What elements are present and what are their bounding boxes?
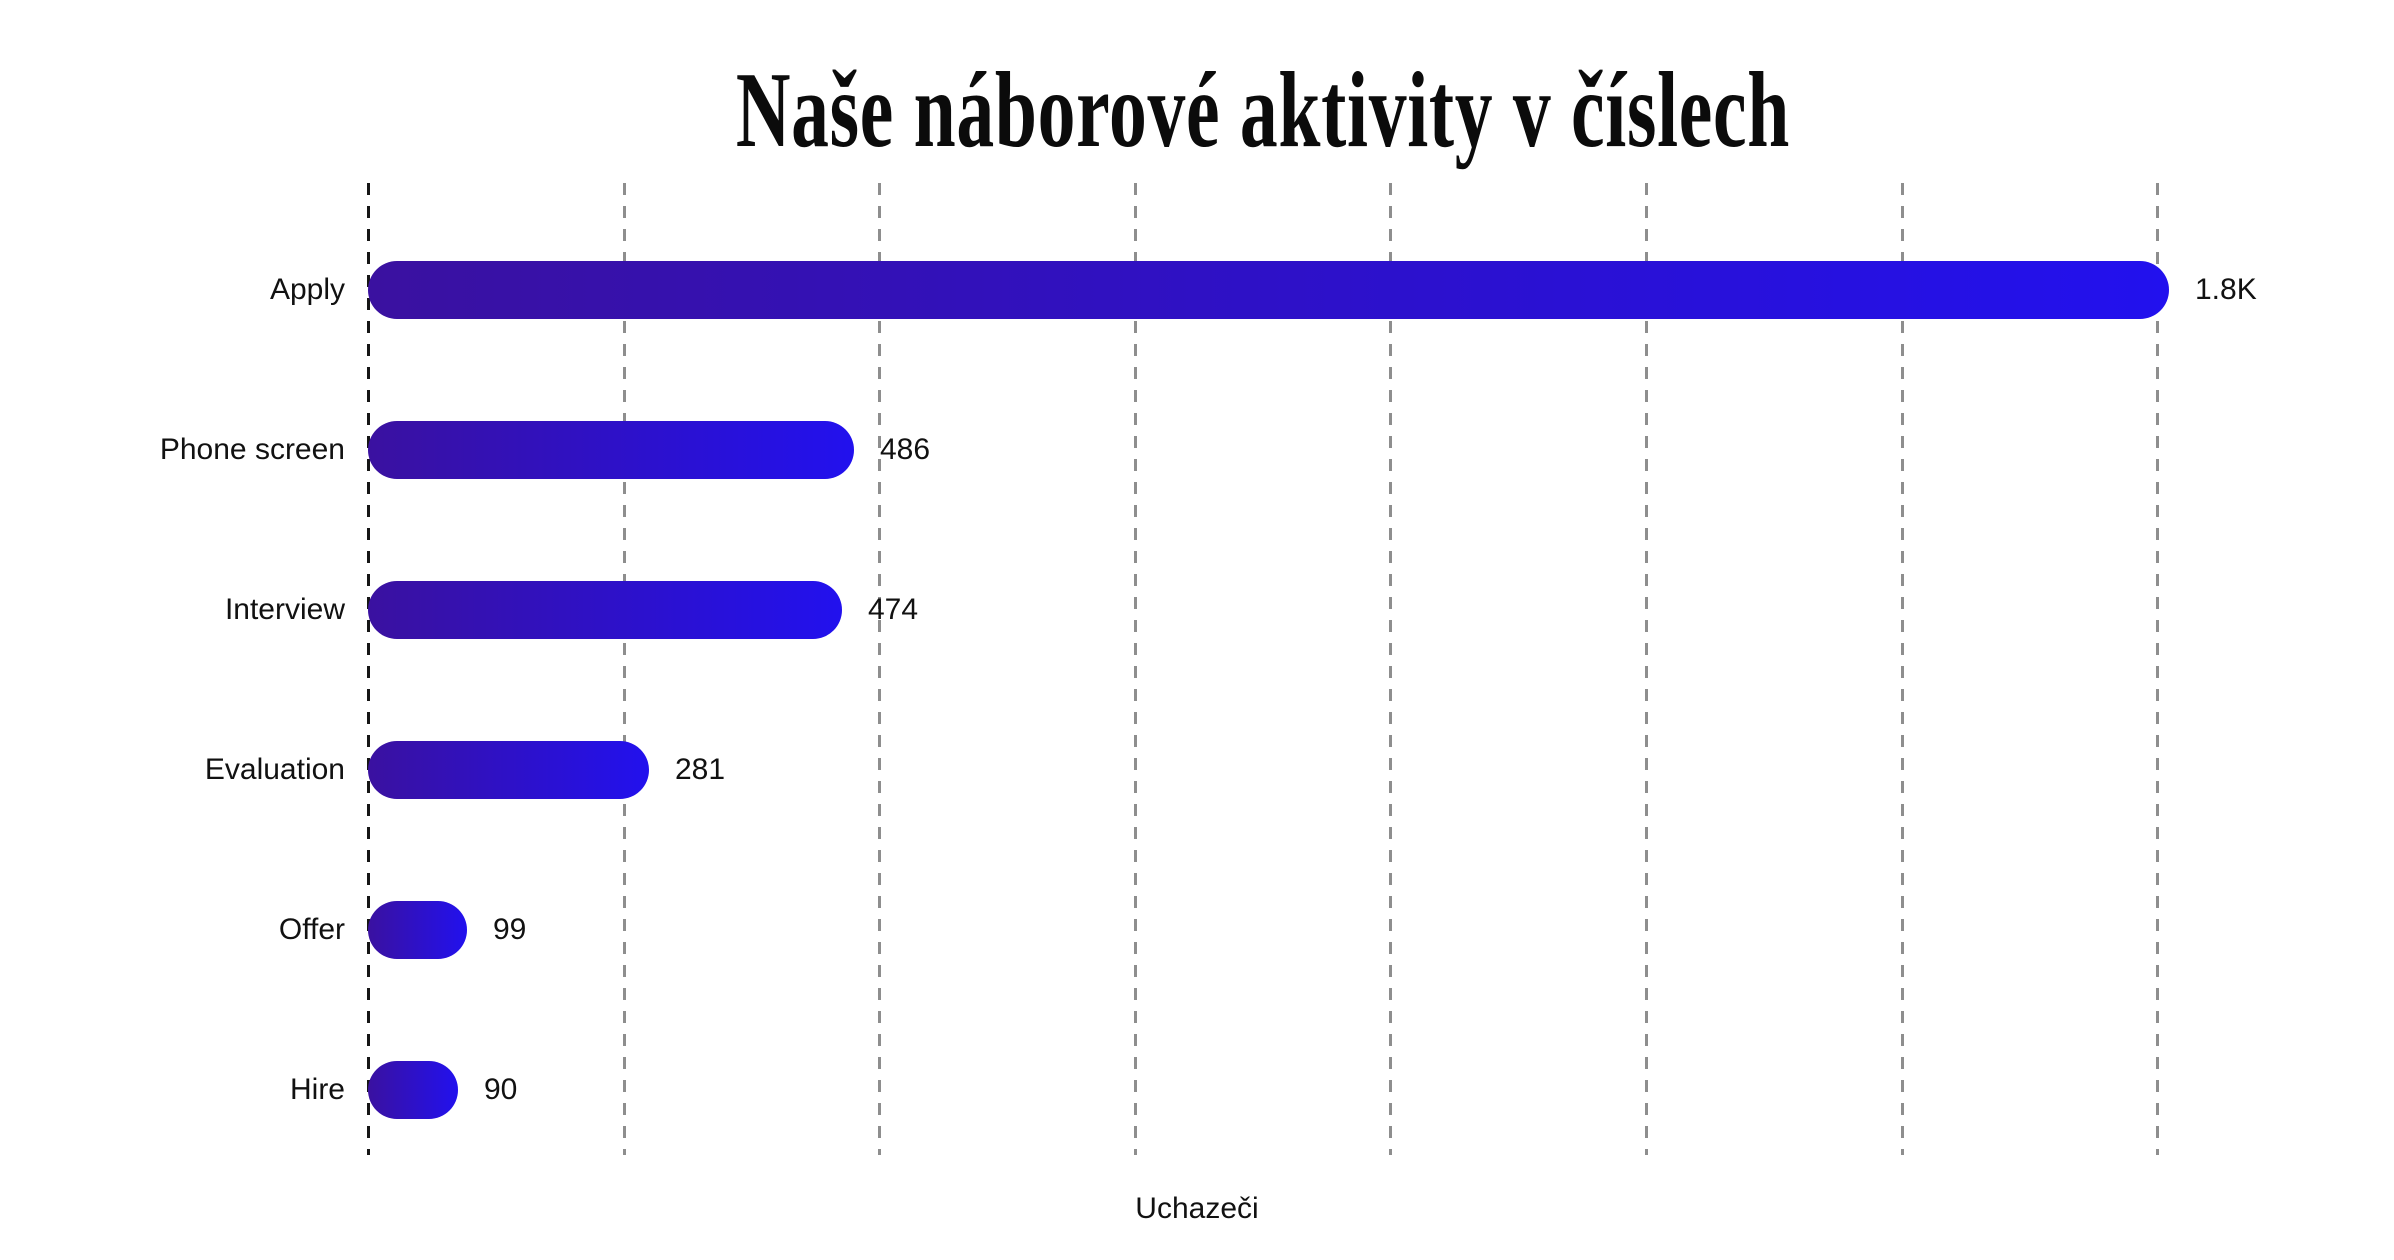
category-label: Interview [224, 593, 345, 626]
value-label: 474 [868, 593, 919, 626]
category-label: Apply [269, 273, 345, 306]
plot-area [367, 183, 2228, 1155]
category-label: Offer [278, 913, 345, 946]
bar-row: Hire 90 [0, 1061, 2394, 1119]
gridline [878, 183, 882, 1155]
bar-row: Offer 99 [0, 901, 2394, 959]
chart-title: Naše náborové aktivity v číslech [368, 52, 2158, 201]
bar-row: Apply 1.8K [0, 261, 2394, 319]
gridline [1900, 183, 1904, 1155]
value-label: 1.8K [2195, 273, 2257, 306]
bar [368, 261, 2169, 319]
x-axis-label: Uchazeči [1135, 1192, 1259, 1225]
bar-row: Phone screen 486 [0, 421, 2394, 479]
gridline [1645, 183, 1648, 1155]
value-label: 90 [484, 1073, 518, 1106]
axis-baseline [367, 183, 370, 1155]
value-label: 486 [880, 433, 931, 466]
chart-title-text: Naše náborové aktivity v číslech [735, 51, 1791, 170]
bar [368, 421, 854, 479]
category-label: Evaluation [204, 753, 345, 786]
bar [368, 1061, 458, 1119]
bar-row: Interview 474 [0, 581, 2394, 639]
category-label: Hire [289, 1073, 345, 1106]
bar [368, 741, 649, 799]
bar [368, 581, 842, 639]
gridline [1133, 183, 1137, 1155]
gridline [622, 183, 626, 1155]
bar-row: Evaluation 281 [0, 741, 2394, 799]
gridline [1389, 183, 1393, 1155]
value-label: 281 [675, 753, 726, 786]
gridline [2156, 183, 2160, 1155]
bar [368, 901, 467, 959]
value-label: 99 [493, 913, 527, 946]
category-label: Phone screen [159, 433, 345, 466]
